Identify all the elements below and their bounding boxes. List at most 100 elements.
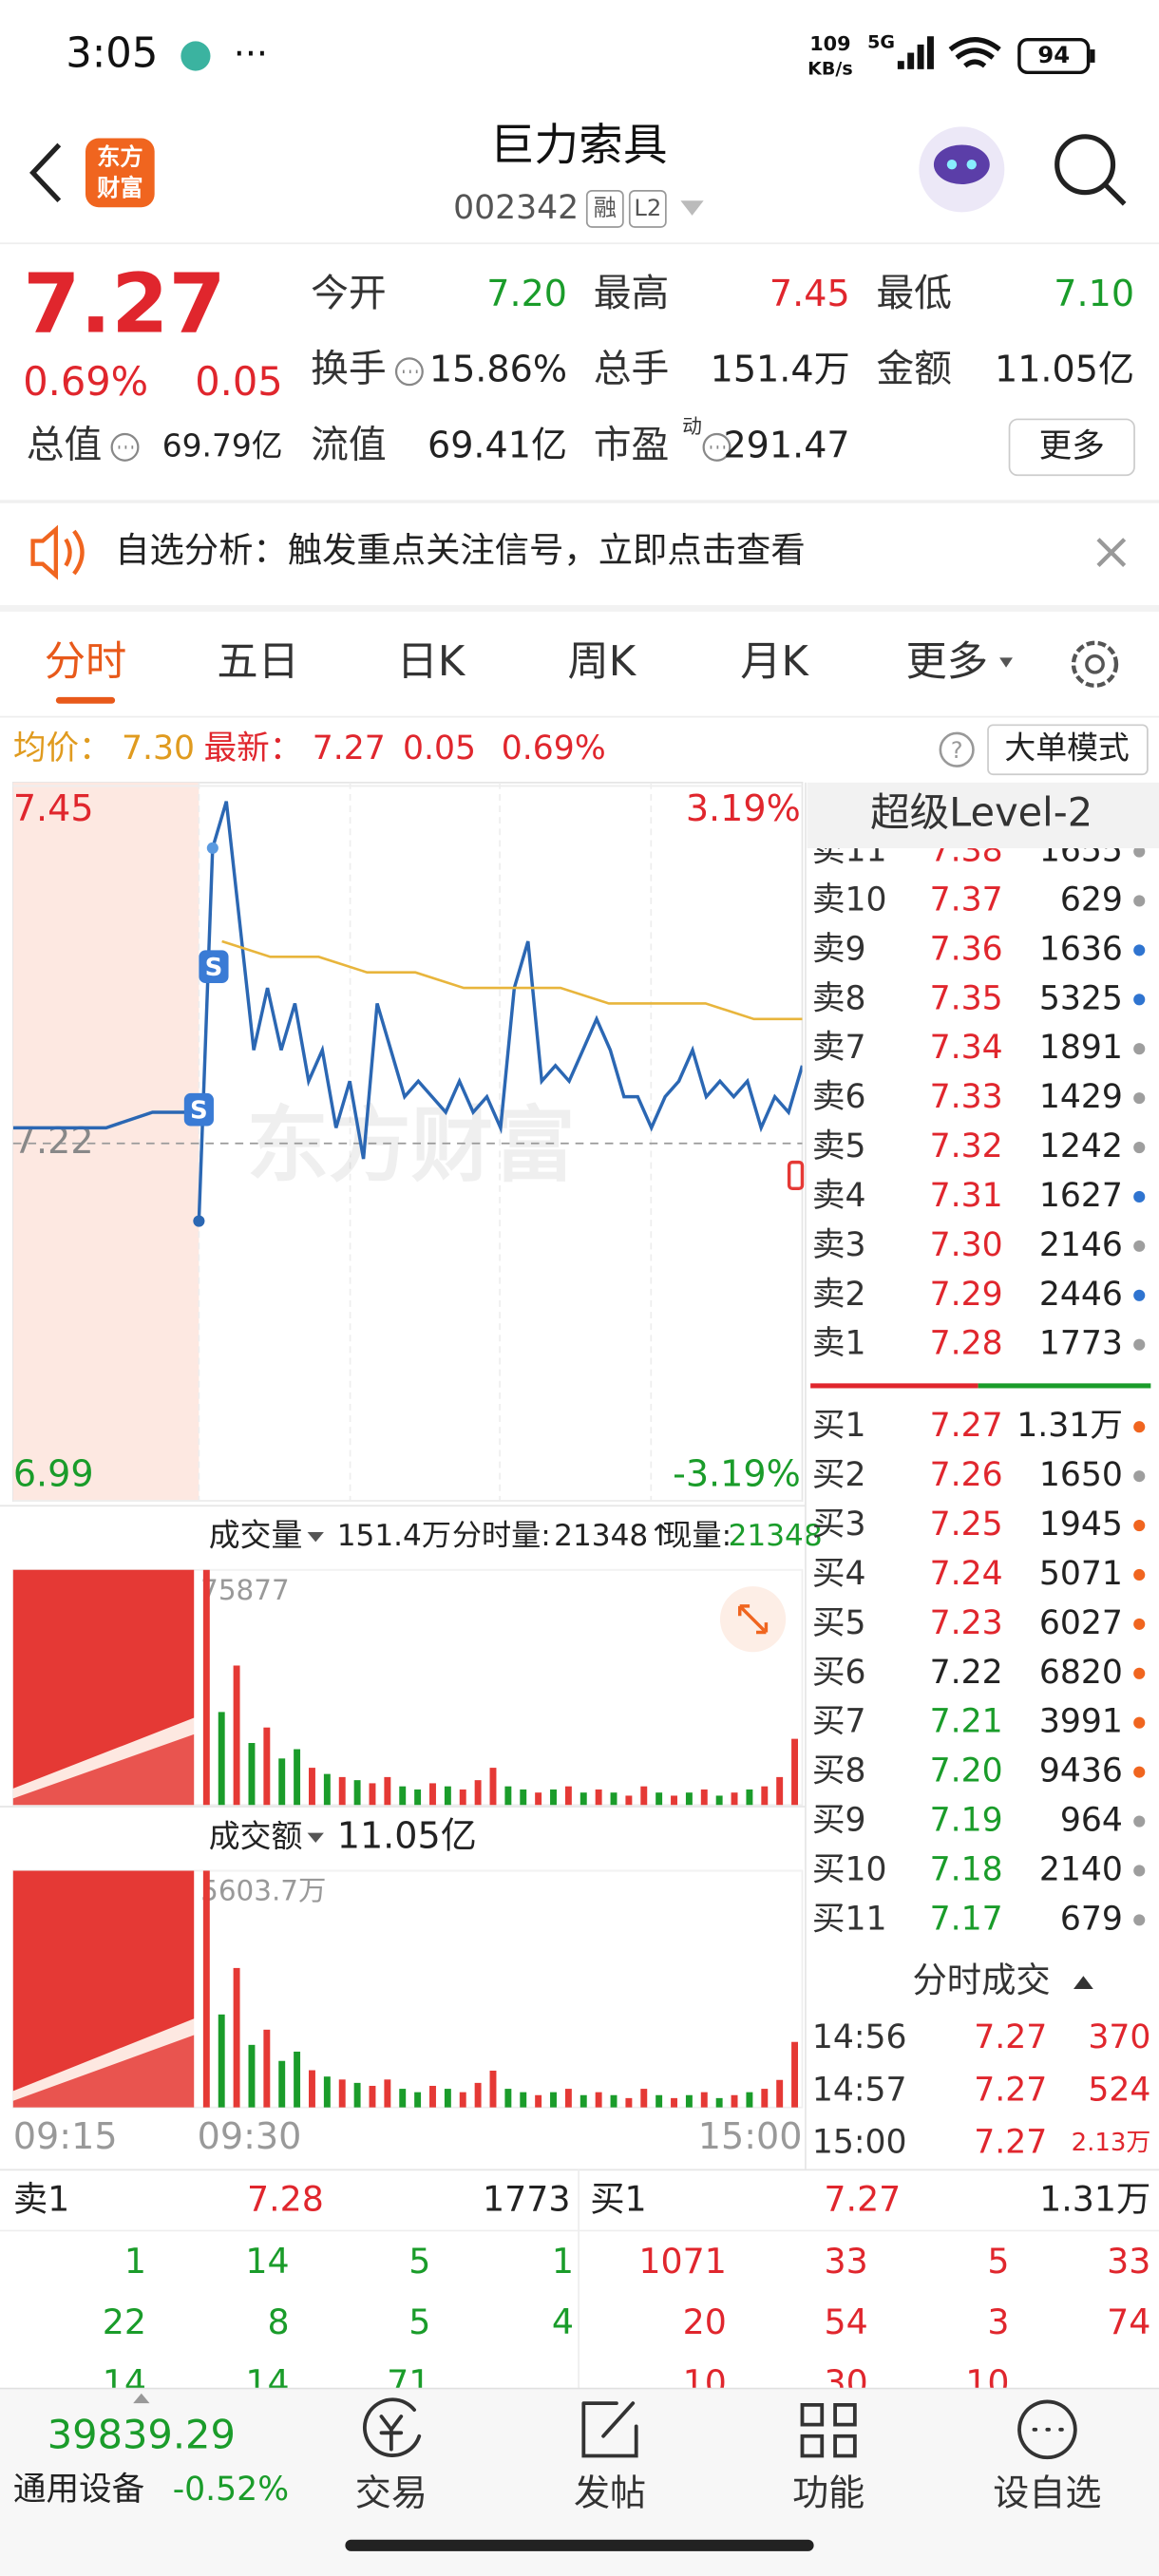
book-label: 买4 xyxy=(812,1555,866,1593)
panel-title[interactable]: 成交量 xyxy=(209,1517,303,1554)
field-value: 11.05亿 xyxy=(995,349,1134,390)
book-price: 7.34 xyxy=(930,1029,1003,1067)
volume-bar xyxy=(504,2089,512,2108)
nav-icon[interactable] xyxy=(800,2402,857,2458)
auction-volume xyxy=(12,1870,195,2092)
trade-volume: 524 xyxy=(1088,2071,1150,2109)
nav-label[interactable]: 发帖 xyxy=(574,2472,646,2514)
stock-tag: 融 xyxy=(594,195,617,221)
divider-band xyxy=(0,604,1159,612)
book-price: 7.19 xyxy=(930,1802,1003,1840)
panel-header xyxy=(0,1506,806,1567)
book-price: 7.18 xyxy=(930,1850,1003,1888)
divider xyxy=(0,500,1159,503)
book-label: 买9 xyxy=(812,1802,866,1840)
volume-bar xyxy=(294,2051,301,2108)
mode-button[interactable] xyxy=(987,724,1149,776)
info-icon xyxy=(110,432,140,462)
volume-bar xyxy=(791,1738,799,1806)
tab[interactable]: 月K xyxy=(740,638,809,686)
book-label: 卖10 xyxy=(812,881,887,919)
assistant-face xyxy=(933,144,990,184)
depth-ask-order: 14 xyxy=(103,2362,146,2403)
mode-label: 大单模式 xyxy=(1004,729,1129,767)
book-header xyxy=(807,782,1159,849)
nav-label[interactable]: 功能 xyxy=(792,2472,864,2514)
volume-bar xyxy=(338,2079,346,2108)
volume-bar xyxy=(640,1786,648,1806)
depth-ask-price: 7.28 xyxy=(247,2178,324,2219)
book-dot xyxy=(1133,1190,1146,1203)
book-label: 买8 xyxy=(812,1752,866,1790)
trade-time: 15:00 xyxy=(812,2124,907,2162)
nav-label[interactable]: 交易 xyxy=(355,2472,428,2514)
field-value: 151.4万 xyxy=(711,349,850,390)
nav-label[interactable]: 设自选 xyxy=(993,2472,1101,2514)
tab[interactable]: 分时 xyxy=(45,638,127,686)
panel-total: 151.4万 xyxy=(337,1519,451,1553)
volume-bar xyxy=(369,2085,376,2108)
x-tick-label: 09:15 xyxy=(13,2115,118,2157)
book-label: 买10 xyxy=(812,1850,887,1888)
volume-bar xyxy=(489,2070,497,2108)
book-volume: 1636 xyxy=(1039,930,1123,968)
tab[interactable]: 更多 xyxy=(906,638,989,686)
signal-bar xyxy=(917,44,924,69)
settings-core xyxy=(1085,653,1105,674)
volume-bar xyxy=(640,2089,648,2108)
book-dot xyxy=(1133,895,1146,907)
book-volume: 629 xyxy=(1060,881,1123,919)
back-button[interactable] xyxy=(29,142,62,203)
current-volume: 21348 xyxy=(729,1519,823,1553)
book-label: 卖2 xyxy=(812,1276,866,1314)
last-price: 7.27 xyxy=(23,256,225,351)
volume-bar xyxy=(671,2097,677,2108)
sector-change: -0.52% xyxy=(173,2471,289,2509)
volume-bar xyxy=(535,1792,542,1806)
auction-volume xyxy=(12,2035,195,2108)
book-volume: 1242 xyxy=(1039,1127,1123,1165)
book-volume: 2146 xyxy=(1039,1226,1123,1264)
volume-bar xyxy=(233,1665,240,1806)
close-notice[interactable] xyxy=(1096,538,1127,567)
book-dot xyxy=(1133,1338,1146,1351)
book-label: 卖9 xyxy=(812,930,866,968)
volume-bar xyxy=(610,1792,618,1806)
depth-ask-order: 5 xyxy=(408,2241,430,2282)
settings-icon[interactable] xyxy=(1071,640,1119,688)
info-icon xyxy=(702,432,732,462)
volume-bar xyxy=(731,1792,738,1806)
volume-bar xyxy=(610,2094,618,2108)
nav-icon[interactable] xyxy=(362,2397,422,2457)
dropdown-icon xyxy=(680,200,704,216)
y-tick-label: 7.45 xyxy=(13,787,94,829)
volume-bar xyxy=(444,1786,451,1806)
more-button[interactable] xyxy=(1008,418,1135,477)
volume-bar xyxy=(791,2041,799,2108)
tab[interactable]: 五日 xyxy=(217,638,299,686)
tab[interactable]: 日K xyxy=(397,638,466,686)
logo-text: 东方 xyxy=(97,143,142,170)
field-value: 7.45 xyxy=(770,273,850,314)
book-price: 7.29 xyxy=(930,1276,1003,1314)
field-label: 总手 xyxy=(594,348,670,391)
panel-title[interactable]: 成交额 xyxy=(209,1817,303,1854)
help-icon[interactable] xyxy=(939,731,975,767)
average-line xyxy=(221,939,803,1021)
volume-bar xyxy=(746,1789,753,1806)
volume-bar xyxy=(520,2092,527,2108)
volume-bar xyxy=(474,2082,482,2108)
search-icon[interactable] xyxy=(1054,134,1116,196)
footer-up-arrow xyxy=(133,2393,150,2404)
trade-price: 7.27 xyxy=(974,2124,1047,2162)
nav-icon[interactable] xyxy=(1017,2399,1077,2460)
tab[interactable]: 周K xyxy=(568,638,637,686)
book-dot xyxy=(1133,1141,1146,1154)
signal-bar xyxy=(907,52,915,69)
book-volume: 964 xyxy=(1060,1802,1123,1840)
nav-icon[interactable] xyxy=(581,2401,638,2458)
avg-label: 均价： xyxy=(13,729,112,767)
volume-bar xyxy=(535,2094,542,2108)
volume-bar xyxy=(444,2089,451,2108)
volume-bar xyxy=(776,1776,784,1806)
